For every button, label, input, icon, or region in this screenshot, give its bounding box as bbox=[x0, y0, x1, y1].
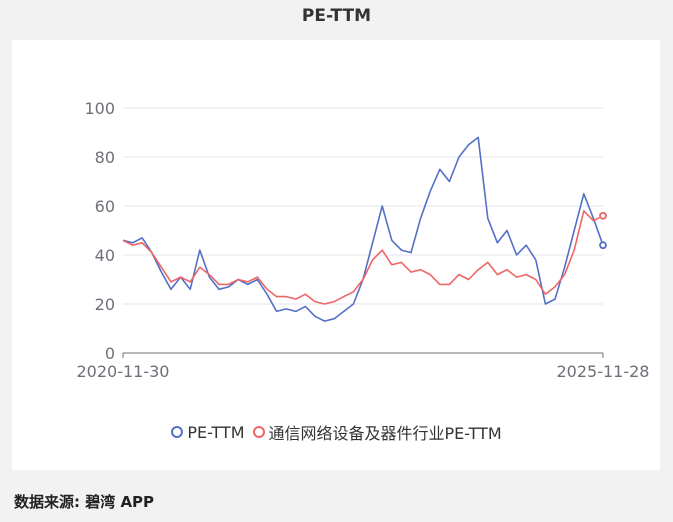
series-line-1 bbox=[122, 210, 604, 305]
series-end-point-0 bbox=[599, 241, 607, 250]
x-axis: 2020-11-30 2025-11-28 bbox=[77, 352, 650, 381]
y-tick-label: 100 bbox=[84, 99, 115, 118]
legend-item-industry-pe-ttm[interactable]: 通信网络设备及器件行业PE-TTM bbox=[252, 420, 502, 444]
legend-circle-icon bbox=[252, 426, 265, 438]
grid-lines bbox=[123, 107, 603, 305]
y-axis-ticks: 0 20 40 60 80 100 bbox=[84, 99, 115, 363]
y-tick-label: 20 bbox=[95, 295, 115, 314]
series-end-point-1 bbox=[599, 211, 607, 220]
legend-circle-icon bbox=[171, 426, 184, 438]
series-lines bbox=[122, 136, 604, 322]
legend[interactable]: PE-TTM 通信网络设备及器件行业PE-TTM bbox=[0, 420, 673, 444]
y-tick-label: 40 bbox=[95, 246, 115, 265]
x-tick-label-end: 2025-11-28 bbox=[557, 362, 650, 381]
legend-label-industry-pe-ttm: 通信网络设备及器件行业PE-TTM bbox=[268, 424, 502, 443]
series-line-0 bbox=[122, 136, 604, 322]
legend-item-pe-ttm[interactable]: PE-TTM bbox=[171, 422, 245, 442]
page-title: PE-TTM bbox=[301, 6, 372, 26]
y-tick-label: 80 bbox=[95, 148, 115, 167]
data-source-label: 数据来源: 碧湾 APP bbox=[14, 493, 155, 511]
x-tick-label-start: 2020-11-30 bbox=[77, 362, 170, 381]
y-tick-label: 60 bbox=[95, 197, 115, 216]
series-end-markers bbox=[599, 211, 607, 250]
y-tick-label: 0 bbox=[105, 344, 115, 363]
legend-label-pe-ttm: PE-TTM bbox=[187, 422, 245, 442]
